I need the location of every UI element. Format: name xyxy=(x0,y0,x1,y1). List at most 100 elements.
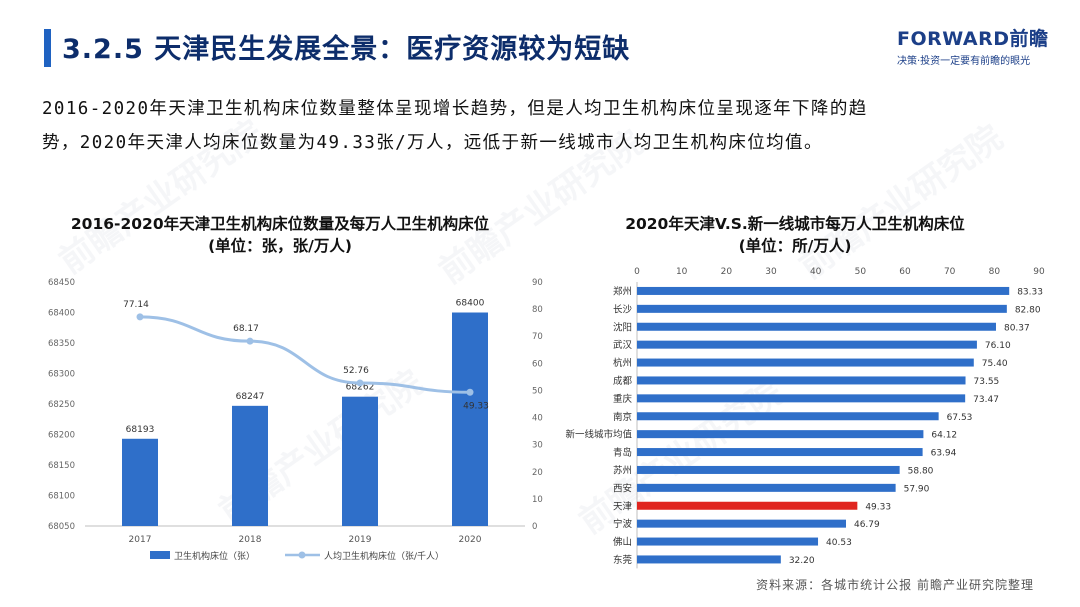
bar xyxy=(637,376,966,385)
category-label: 郑州 xyxy=(613,285,632,297)
y-left-tick-label: 68250 xyxy=(48,400,75,410)
description: 2016-2020年天津卫生机构床位数量整体呈现增长趋势，但是人均卫生机构床位呈… xyxy=(42,92,1042,160)
category-label: 重庆 xyxy=(613,393,633,405)
bar xyxy=(637,537,819,546)
category-label: 新一线城市均值 xyxy=(565,429,632,441)
left-chart-title-line1: 2016-2020年天津卫生机构床位数量及每万人卫生机构床位 xyxy=(70,215,490,233)
bar-data-label: 68193 xyxy=(126,425,155,435)
bar-value-label: 40.53 xyxy=(826,538,852,548)
x-tick-label: 50 xyxy=(855,267,867,277)
bar-value-label: 80.37 xyxy=(1004,323,1030,333)
line-point xyxy=(246,337,254,345)
bar-value-label: 57.90 xyxy=(904,484,930,494)
y-right-tick-label: 30 xyxy=(532,441,543,451)
category-label: 武汉 xyxy=(613,339,633,351)
y-right-tick-label: 90 xyxy=(532,278,543,288)
line-data-label: 68.17 xyxy=(233,324,259,334)
line-point xyxy=(356,379,364,387)
category-label: 佛山 xyxy=(613,536,632,548)
bar-value-label: 58.80 xyxy=(908,466,934,476)
y-left-tick-label: 68050 xyxy=(48,522,75,532)
x-tick-label: 2017 xyxy=(129,535,152,545)
bar-value-label: 67.53 xyxy=(947,413,973,423)
category-label: 东莞 xyxy=(613,554,633,566)
bar xyxy=(637,448,923,457)
x-tick-label: 80 xyxy=(989,267,1001,277)
bar xyxy=(452,312,488,526)
legend-label-line: 人均卫生机构床位（张/千人） xyxy=(324,550,444,562)
description-line: 势，2020年天津人均床位数量为49.33张/万人，远低于新一线城市人均卫生机构… xyxy=(42,133,823,153)
bar xyxy=(637,430,924,439)
bar-value-label: 76.10 xyxy=(985,341,1011,351)
brand-logo: FORWARD前瞻 决策·投资一定要有前瞻的眼光 xyxy=(897,24,1048,67)
x-tick-label: 40 xyxy=(810,267,822,277)
category-label: 宁波 xyxy=(613,518,633,530)
category-label: 沈阳 xyxy=(613,321,632,333)
x-tick-label: 2018 xyxy=(239,535,262,545)
category-label: 西安 xyxy=(613,482,632,494)
bar xyxy=(637,358,974,367)
category-label: 天津 xyxy=(613,501,633,512)
bar-value-label: 73.47 xyxy=(973,395,999,405)
line-point xyxy=(136,313,144,321)
bar-data-label: 68262 xyxy=(346,383,375,393)
bar xyxy=(637,519,846,528)
bar-value-label: 73.55 xyxy=(974,377,1000,387)
y-right-tick-label: 60 xyxy=(532,359,543,369)
bar-data-label: 68400 xyxy=(456,299,485,309)
right-chart-title-line2: (单位：所/万人) xyxy=(738,237,852,255)
x-tick-label: 90 xyxy=(1033,267,1045,277)
bar-data-label: 68247 xyxy=(236,392,265,402)
category-label: 苏州 xyxy=(613,464,632,476)
bar-value-label: 82.80 xyxy=(1015,305,1041,315)
x-tick-label: 60 xyxy=(899,267,911,277)
bar-value-label: 63.94 xyxy=(931,449,957,459)
y-left-tick-label: 68300 xyxy=(48,370,75,380)
bar xyxy=(122,438,158,526)
source-note: 资料来源：各城市统计公报 前瞻产业研究院整理 xyxy=(756,578,1034,592)
y-right-tick-label: 40 xyxy=(532,414,543,424)
bar xyxy=(637,555,781,564)
bar xyxy=(637,412,939,421)
right-chart-title: 2020年天津V.S.新一线城市每万人卫生机构床位 (单位：所/万人) xyxy=(545,213,1045,257)
category-label: 长沙 xyxy=(613,303,633,315)
bar-value-label: 32.20 xyxy=(789,556,815,566)
bar-value-label: 46.79 xyxy=(854,520,880,530)
y-left-tick-label: 68450 xyxy=(48,278,75,288)
y-left-tick-label: 68200 xyxy=(48,431,75,441)
right-chart-title-line1: 2020年天津V.S.新一线城市每万人卫生机构床位 xyxy=(625,215,965,233)
y-left-tick-label: 68100 xyxy=(48,492,75,502)
bar-value-label: 83.33 xyxy=(1017,287,1043,297)
bar xyxy=(637,286,1010,295)
bar xyxy=(637,322,996,331)
page-title: 3.2.5 天津民生发展全景：医疗资源较为短缺 xyxy=(62,34,631,65)
bar xyxy=(637,304,1007,313)
x-tick-label: 2020 xyxy=(459,535,482,545)
y-right-tick-label: 10 xyxy=(532,495,543,505)
x-tick-label: 20 xyxy=(721,267,733,277)
y-right-tick-label: 70 xyxy=(532,332,543,342)
title-accent-bar xyxy=(44,29,51,67)
y-right-tick-label: 50 xyxy=(532,386,543,396)
y-right-tick-label: 0 xyxy=(532,522,537,532)
y-left-tick-label: 68400 xyxy=(48,309,75,319)
line-series xyxy=(139,315,471,394)
legend-swatch-point xyxy=(298,551,306,559)
line-data-label: 52.76 xyxy=(343,366,369,376)
legend-swatch-bar xyxy=(150,551,170,559)
x-tick-label: 2019 xyxy=(349,535,372,545)
right-hbar-chart: 0 10 20 30 40 50 60 70 80 90 郑州 83.33 长沙 82.80 沈阳 80.37… xyxy=(565,267,1045,569)
bar xyxy=(342,396,378,526)
bar-value-label: 75.40 xyxy=(982,359,1008,369)
category-label: 南京 xyxy=(613,411,632,423)
bar xyxy=(637,340,977,349)
bar xyxy=(637,465,900,474)
line-data-label: 49.33 xyxy=(463,401,489,411)
x-tick-label: 70 xyxy=(944,267,956,277)
y-left-tick-label: 68150 xyxy=(48,461,75,471)
left-chart-title: 2016-2020年天津卫生机构床位数量及每万人卫生机构床位 (单位：张，张/万… xyxy=(30,213,530,257)
bar xyxy=(637,394,966,403)
category-label: 青岛 xyxy=(613,447,632,459)
y-right-tick-label: 80 xyxy=(532,305,543,315)
line-data-label: 77.14 xyxy=(123,300,149,310)
